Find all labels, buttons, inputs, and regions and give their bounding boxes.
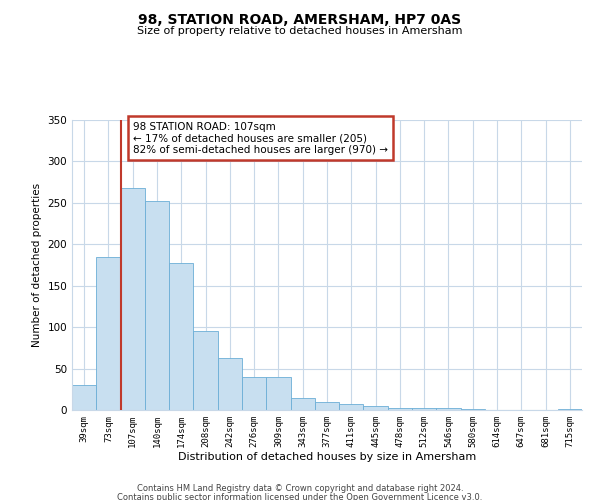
Bar bbox=[558, 409, 582, 410]
Text: Contains public sector information licensed under the Open Government Licence v3: Contains public sector information licen… bbox=[118, 492, 482, 500]
Bar bbox=[242, 377, 266, 410]
Bar bbox=[339, 404, 364, 410]
Text: 98, STATION ROAD, AMERSHAM, HP7 0AS: 98, STATION ROAD, AMERSHAM, HP7 0AS bbox=[139, 12, 461, 26]
Text: 98 STATION ROAD: 107sqm
← 17% of detached houses are smaller (205)
82% of semi-d: 98 STATION ROAD: 107sqm ← 17% of detache… bbox=[133, 122, 388, 155]
Text: Size of property relative to detached houses in Amersham: Size of property relative to detached ho… bbox=[137, 26, 463, 36]
Bar bbox=[290, 398, 315, 410]
Text: Distribution of detached houses by size in Amersham: Distribution of detached houses by size … bbox=[178, 452, 476, 462]
Bar bbox=[266, 377, 290, 410]
Bar bbox=[412, 408, 436, 410]
Bar bbox=[364, 406, 388, 410]
Bar bbox=[169, 262, 193, 410]
Bar bbox=[315, 402, 339, 410]
Bar bbox=[145, 201, 169, 410]
Bar bbox=[96, 256, 121, 410]
Bar bbox=[388, 408, 412, 410]
Bar bbox=[121, 188, 145, 410]
Bar bbox=[436, 408, 461, 410]
Text: Contains HM Land Registry data © Crown copyright and database right 2024.: Contains HM Land Registry data © Crown c… bbox=[137, 484, 463, 493]
Bar bbox=[218, 358, 242, 410]
Y-axis label: Number of detached properties: Number of detached properties bbox=[32, 183, 42, 347]
Bar bbox=[72, 385, 96, 410]
Bar bbox=[461, 409, 485, 410]
Bar bbox=[193, 332, 218, 410]
